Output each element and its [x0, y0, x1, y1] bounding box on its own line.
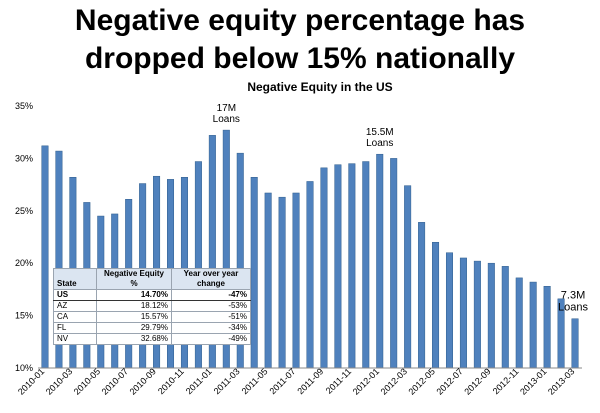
- x-tick-label: 2013-03: [546, 366, 576, 396]
- bar: [432, 241, 440, 369]
- bar: [543, 286, 551, 369]
- headline-line-2: dropped below 15% nationally: [84, 42, 516, 75]
- header-yoy-line-2: change: [196, 279, 225, 288]
- bar: [320, 167, 328, 369]
- header-yoy-change: Year over year change: [171, 268, 251, 290]
- cell-yoy-change: -34%: [171, 322, 251, 334]
- y-axis: 10% 15% 20% 25% 30% 35%: [15, 101, 33, 373]
- table-header-row: State Negative Equity % Year over year c…: [53, 268, 251, 290]
- x-tick-label: 2011-07: [268, 366, 298, 396]
- bar: [473, 260, 481, 369]
- bar: [571, 318, 579, 369]
- bar: [362, 161, 370, 369]
- x-tick-label: 2011-09: [295, 366, 325, 396]
- header-yoy-line-1: Year over year: [183, 269, 239, 278]
- x-tick-label: 2012-01: [351, 366, 381, 396]
- bar: [306, 181, 314, 369]
- bar: [445, 252, 453, 369]
- y-tick-label: 25%: [15, 206, 33, 216]
- header-negative-equity-line-2: %: [130, 279, 138, 288]
- y-tick-label: 20%: [15, 258, 33, 268]
- bar: [41, 145, 49, 369]
- y-tick-label: 30%: [15, 153, 33, 163]
- bar: [334, 164, 342, 369]
- x-tick-label: 2012-03: [379, 366, 409, 396]
- annotation-label: 15.5M: [366, 127, 394, 138]
- cell-yoy-change: -51%: [171, 311, 251, 323]
- header-state: State: [53, 268, 97, 290]
- cell-yoy-change: -49%: [171, 333, 251, 345]
- y-tick-label: 35%: [15, 101, 33, 111]
- bar: [459, 257, 467, 369]
- annotation-label: 17M: [217, 103, 236, 114]
- x-tick-label: 2011-11: [324, 366, 353, 395]
- x-tick-label: 2010-09: [128, 366, 158, 396]
- cell-yoy-change: -47%: [171, 289, 251, 301]
- cell-state: CA: [53, 311, 97, 323]
- chart-title: Negative Equity in the US: [247, 80, 393, 94]
- x-tick-label: 2012-07: [434, 366, 464, 396]
- x-tick-label: 2011-03: [212, 366, 242, 396]
- bar: [487, 262, 495, 369]
- table-row: FL 29.79% -34%: [53, 322, 251, 334]
- x-tick-label: 2010-11: [156, 366, 186, 396]
- bar: [404, 185, 412, 369]
- table-row: NV 32.68% -49%: [53, 333, 251, 345]
- x-tick-label: 2010-05: [72, 366, 102, 396]
- x-tick-label: 2010-07: [100, 366, 130, 396]
- cell-state: US: [53, 289, 97, 301]
- table-row: CA 15.57% -51%: [53, 311, 251, 323]
- table-row: AZ 18.12% -53%: [53, 300, 251, 312]
- table-row: US 14.70% -47%: [53, 289, 251, 301]
- bar: [264, 192, 272, 369]
- bar: [250, 177, 258, 369]
- cell-negative-equity: 32.68%: [96, 333, 172, 345]
- x-tick-label: 2013-01: [518, 366, 548, 396]
- annotation-label: Loans: [558, 302, 588, 314]
- cell-negative-equity: 15.57%: [96, 311, 172, 323]
- header-negative-equity-line-1: Negative Equity: [103, 269, 164, 278]
- annotation-label: 7.3M: [561, 290, 585, 302]
- x-tick-label: 2010-03: [44, 366, 74, 396]
- cell-negative-equity: 14.70%: [96, 289, 172, 301]
- bar: [376, 153, 384, 369]
- y-tick-label: 10%: [15, 363, 33, 373]
- cell-yoy-change: -53%: [171, 300, 251, 312]
- cell-negative-equity: 29.79%: [96, 322, 172, 334]
- bar: [418, 222, 426, 369]
- bar: [529, 281, 537, 369]
- bar: [390, 158, 398, 369]
- headline-line-1: Negative equity percentage has: [74, 4, 526, 37]
- cell-state: NV: [53, 333, 97, 345]
- x-tick-label: 2012-11: [491, 366, 521, 396]
- cell-negative-equity: 18.12%: [96, 300, 172, 312]
- x-tick-label: 2012-09: [462, 366, 492, 396]
- cell-state: FL: [53, 322, 97, 334]
- cell-state: AZ: [53, 300, 97, 312]
- bar: [515, 277, 523, 369]
- bar: [501, 266, 509, 369]
- bar: [348, 163, 356, 369]
- bar: [292, 192, 300, 369]
- annotation-label: Loans: [366, 138, 393, 149]
- annotation-label: Loans: [213, 114, 240, 125]
- x-tick-label: 2011-05: [240, 366, 270, 396]
- state-negative-equity-table: State Negative Equity % Year over year c…: [53, 268, 251, 345]
- header-negative-equity: Negative Equity %: [96, 268, 172, 290]
- y-tick-label: 15%: [15, 311, 33, 321]
- bar: [278, 196, 286, 369]
- x-axis: 2010-012010-032010-052010-072010-092010-…: [16, 366, 582, 397]
- x-tick-label: 2012-05: [407, 366, 437, 396]
- headline: Negative equity percentage has dropped b…: [0, 2, 600, 78]
- x-tick-label: 2011-01: [184, 366, 214, 396]
